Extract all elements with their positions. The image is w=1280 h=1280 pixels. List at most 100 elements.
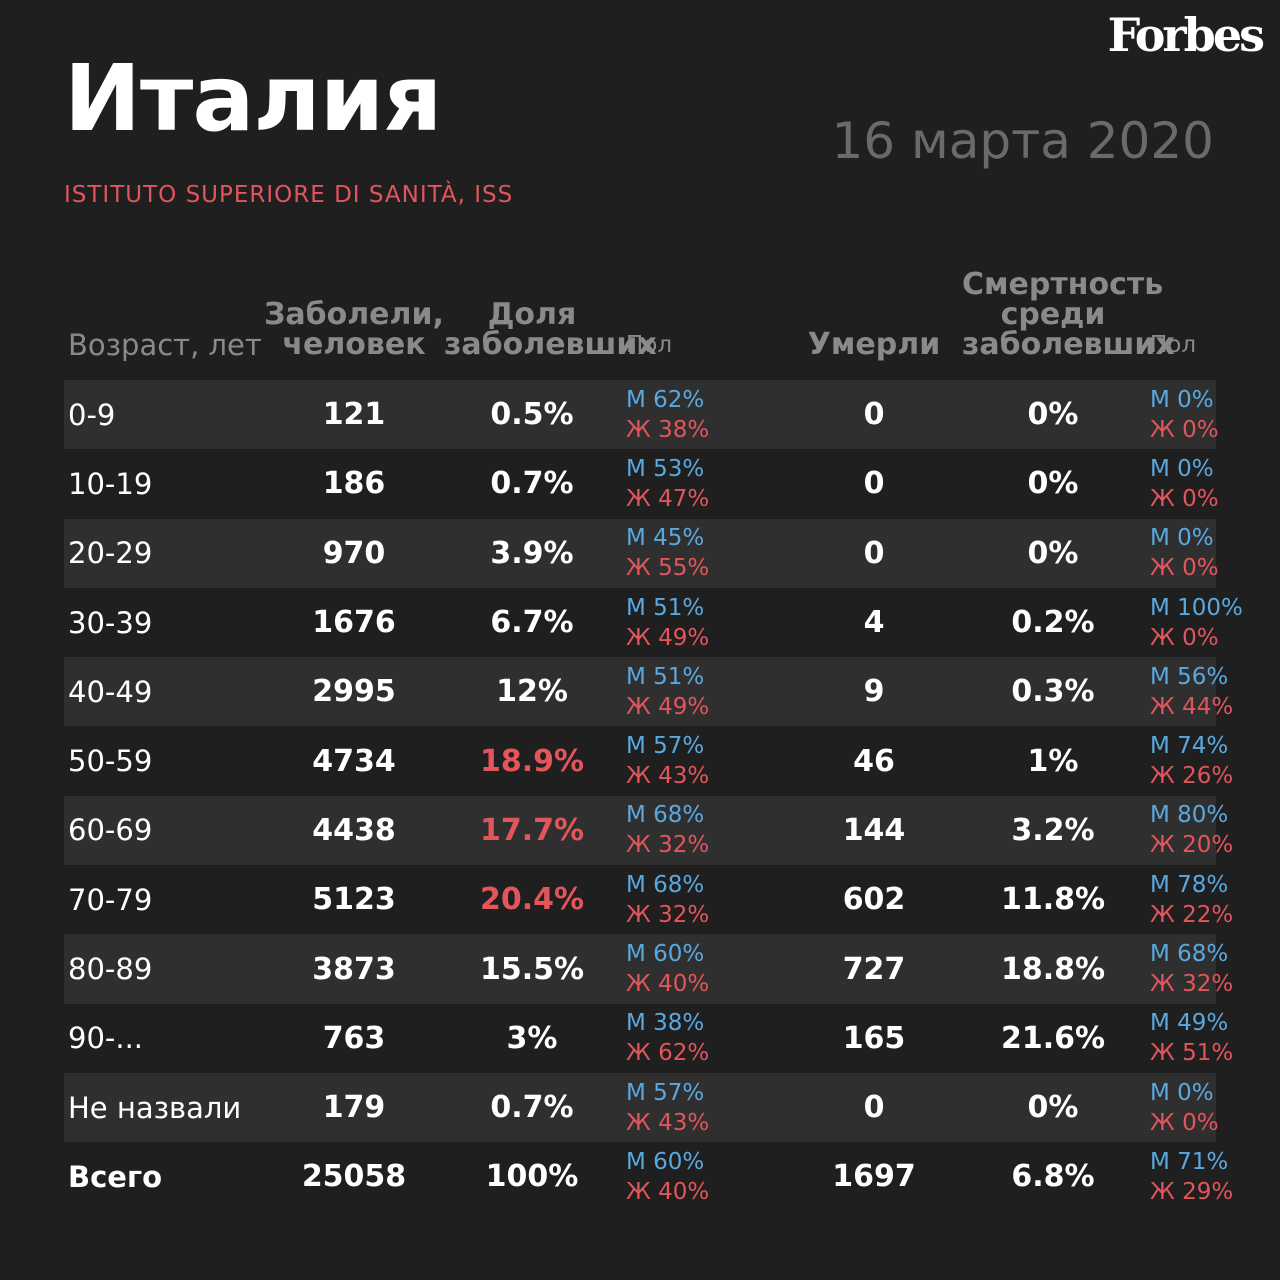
male-death-share: М 71% (1150, 1148, 1229, 1175)
male-death-share: М 56% (1150, 663, 1229, 690)
death-sex-split-cell: М 0% Ж 0% (1144, 523, 1219, 583)
mortality-cell: 0% (1027, 397, 1079, 433)
sex-split-cell: М 68% Ж 32% (620, 870, 786, 930)
male-share: М 45% (626, 525, 705, 552)
male-share: М 57% (626, 1079, 705, 1106)
death-sex-split-cell: М 80% Ж 20% (1144, 800, 1233, 860)
cases-cell: 970 (322, 535, 386, 571)
share-cell: 100% (485, 1159, 579, 1195)
sex-split-cell: М 68% Ж 32% (620, 800, 786, 860)
sex-split-cell: М 38% Ж 62% (620, 1008, 786, 1068)
male-share: М 51% (626, 663, 705, 690)
table-row: 60-69 4438 17.7% М 68% Ж 32% 144 3.2% М 80% Ж 20… (64, 795, 1233, 866)
age-cell: 30-39 (68, 605, 153, 640)
share-cell: 3.9% (490, 535, 574, 571)
cases-cell: 25058 (301, 1159, 407, 1195)
table-row: 90-... 763 3% М 38% Ж 62% 165 21.6% М 49% Ж 51% (64, 1004, 1233, 1073)
cases-cell: 121 (322, 397, 386, 433)
sex-split-cell: М 60% Ж 40% (620, 1147, 786, 1207)
male-death-share: М 0% (1150, 1079, 1214, 1106)
male-death-share: М 68% (1150, 941, 1229, 968)
data-source: ISTITUTO SUPERIORE DI SANITÀ, ISS (64, 182, 514, 208)
sex-split-cell: М 62% Ж 38% (620, 385, 786, 445)
deaths-cell: 4 (863, 605, 885, 641)
male-death-share: М 100% (1150, 594, 1243, 621)
female-share: Ж 47% (626, 485, 710, 512)
mortality-cell: 3.2% (1011, 812, 1095, 848)
mortality-cell: 6.8% (1011, 1159, 1095, 1195)
deaths-cell: 144 (842, 812, 906, 848)
age-cell: 50-59 (68, 744, 153, 779)
female-share: Ж 32% (626, 901, 710, 928)
female-share: Ж 32% (626, 832, 710, 859)
male-death-share: М 80% (1150, 802, 1229, 829)
share-cell: 15.5% (479, 951, 585, 987)
death-sex-split-cell: М 0% Ж 0% (1144, 454, 1219, 514)
header-deaths: Умерли (807, 327, 941, 362)
male-share: М 62% (626, 386, 705, 413)
header-cases: Заболели, человек (264, 297, 444, 362)
table-body: 0-9 121 0.5% М 62% Ж 38% 0 0% М 0% Ж 0% 10-19 186 0… (64, 380, 1243, 1212)
male-share: М 60% (626, 941, 705, 968)
mortality-cell: 18.8% (1000, 951, 1106, 987)
cases-cell: 2995 (312, 674, 396, 710)
header-sex: Пол (626, 332, 673, 358)
deaths-cell: 0 (863, 535, 885, 571)
share-cell: 0.7% (490, 1090, 574, 1126)
female-share: Ж 40% (626, 971, 710, 998)
male-death-share: М 49% (1150, 1010, 1229, 1037)
header-sex-deaths: Пол (1150, 332, 1197, 358)
forbes-logo: Forbes (1107, 8, 1265, 62)
death-sex-split-cell: М 100% Ж 0% (1144, 593, 1243, 653)
mortality-cell: 11.8% (1000, 882, 1106, 918)
female-share: Ж 38% (626, 416, 710, 443)
death-sex-split-cell: М 78% Ж 22% (1144, 870, 1234, 930)
female-death-share: Ж 0% (1150, 624, 1219, 651)
header-share: Доля заболевших (444, 297, 657, 362)
cases-cell: 5123 (312, 882, 396, 918)
mortality-cell: 1% (1027, 743, 1079, 779)
deaths-cell: 165 (842, 1020, 906, 1056)
share-cell: 12% (496, 674, 568, 710)
male-share: М 60% (626, 1148, 705, 1175)
deaths-cell: 9 (863, 674, 885, 710)
death-sex-split-cell: М 0% Ж 0% (1144, 385, 1219, 445)
age-cell: 90-... (68, 1021, 144, 1056)
deaths-cell: 0 (863, 466, 885, 502)
table-header: Возраст, лет Заболели, человек Доля забо… (64, 270, 1216, 380)
sex-split-cell: М 57% Ж 43% (620, 731, 786, 791)
age-cell: 0-9 (68, 397, 116, 432)
table-row: 40-49 2995 12% М 51% Ж 49% 9 0.3% М 56% Ж 44% (64, 657, 1234, 727)
death-sex-split-cell: М 71% Ж 29% (1144, 1147, 1233, 1207)
female-death-share: Ж 0% (1150, 485, 1219, 512)
deaths-cell: 602 (842, 882, 906, 918)
death-sex-split-cell: М 0% Ж 0% (1144, 1078, 1219, 1138)
male-death-share: М 0% (1150, 455, 1214, 482)
male-death-share: М 78% (1150, 871, 1229, 898)
age-cell: 40-49 (68, 674, 153, 709)
cases-cell: 179 (322, 1090, 386, 1126)
table-row: 80-89 3873 15.5% М 60% Ж 40% 727 18.8% М 68% Ж 3… (64, 934, 1234, 1004)
sex-split-cell: М 51% Ж 49% (620, 593, 786, 653)
female-death-share: Ж 32% (1150, 971, 1234, 998)
cases-cell: 1676 (312, 605, 396, 641)
male-death-share: М 0% (1150, 386, 1214, 413)
stats-table: Возраст, лет Заболели, человек Доля забо… (64, 270, 1243, 1212)
male-share: М 53% (626, 455, 705, 482)
male-share: М 68% (626, 871, 705, 898)
deaths-cell: 46 (853, 743, 895, 779)
female-death-share: Ж 44% (1150, 693, 1234, 720)
sex-split-cell: М 60% Ж 40% (620, 939, 786, 999)
female-death-share: Ж 0% (1150, 1109, 1219, 1136)
male-share: М 51% (626, 594, 705, 621)
mortality-cell: 0% (1027, 1090, 1079, 1126)
female-death-share: Ж 0% (1150, 555, 1219, 582)
mortality-cell: 21.6% (1000, 1020, 1106, 1056)
deaths-cell: 0 (863, 1090, 885, 1126)
female-share: Ж 49% (626, 624, 710, 651)
mortality-cell: 0% (1027, 466, 1079, 502)
female-share: Ж 49% (626, 693, 710, 720)
table-row: 30-39 1676 6.7% М 51% Ж 49% 4 0.2% М 100% Ж 0% (64, 588, 1243, 657)
female-death-share: Ж 22% (1150, 901, 1234, 928)
table-row: 10-19 186 0.7% М 53% Ж 47% 0 0% М 0% Ж 0% (64, 449, 1219, 518)
